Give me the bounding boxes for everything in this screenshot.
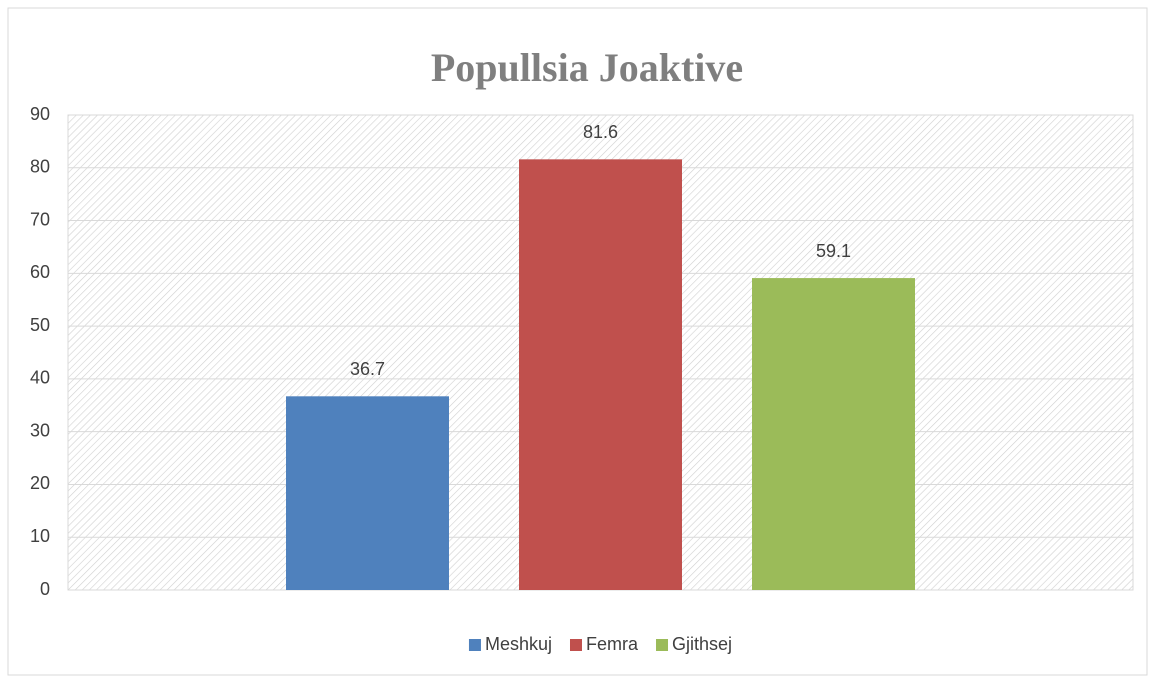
legend-label: Gjithsej [672, 634, 732, 654]
data-label: 81.6 [583, 122, 618, 142]
y-tick-label: 90 [30, 104, 50, 124]
y-tick-label: 30 [30, 420, 50, 440]
legend-label: Meshkuj [485, 634, 552, 654]
y-tick-label: 20 [30, 473, 50, 493]
y-tick-label: 10 [30, 526, 50, 546]
y-tick-label: 70 [30, 209, 50, 229]
legend-swatch [569, 639, 582, 651]
y-tick-label: 50 [30, 315, 50, 335]
y-tick-label: 80 [30, 157, 50, 177]
legend-swatch [468, 639, 481, 651]
data-label: 59.1 [816, 241, 851, 261]
y-tick-label: 0 [40, 579, 50, 599]
data-label: 36.7 [350, 359, 385, 379]
y-tick-label: 60 [30, 262, 50, 282]
y-tick-label: 40 [30, 368, 50, 388]
bar [519, 159, 682, 591]
bar [752, 278, 915, 590]
legend-swatch [656, 639, 669, 651]
bar [286, 396, 449, 590]
legend-label: Femra [586, 634, 639, 654]
chart-title: Popullsia Joaktive [431, 45, 743, 90]
